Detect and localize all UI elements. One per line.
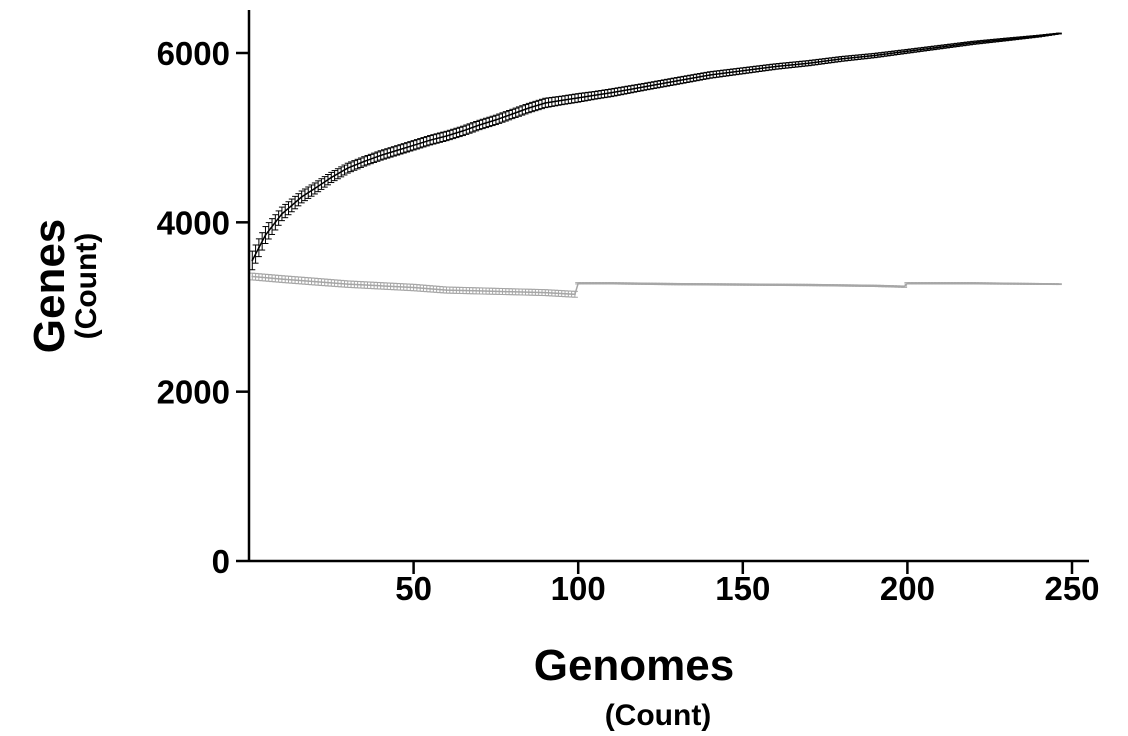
data-point [445, 135, 448, 137]
data-point [429, 139, 431, 142]
data-point [251, 275, 254, 278]
data-point [544, 291, 547, 294]
data-point [251, 259, 254, 262]
data-point [290, 204, 293, 207]
data-point [478, 290, 481, 292]
data-point [1057, 283, 1060, 286]
data-point [478, 124, 481, 126]
data-point [396, 149, 399, 152]
data-point [560, 99, 563, 102]
x-axis-title: Genomes [534, 641, 735, 690]
data-point [346, 167, 349, 170]
data-point [903, 285, 906, 288]
series-line [252, 275, 1059, 296]
y-tick-label: 4000 [157, 204, 230, 241]
data-point [445, 289, 448, 291]
series-1 [249, 272, 1062, 298]
data-point [363, 160, 366, 163]
data-point [313, 280, 316, 283]
data-point [708, 74, 711, 76]
data-point [511, 290, 514, 293]
data-point [313, 187, 316, 190]
data-point [593, 94, 596, 97]
data-point [610, 91, 613, 94]
x-tick-label: 200 [880, 570, 935, 607]
series-0 [249, 32, 1062, 271]
data-point [577, 96, 580, 99]
y-tick-label: 0 [212, 543, 230, 580]
data-point [873, 54, 876, 57]
data-point [741, 283, 744, 286]
x-tick-label: 250 [1044, 570, 1099, 607]
data-point [643, 85, 645, 88]
y-axis-title: Genes [25, 219, 74, 354]
x-tick-label: 100 [551, 570, 606, 607]
data-point [330, 176, 333, 179]
data-point [1005, 38, 1008, 41]
y-axis-unit: (Count) [70, 233, 103, 340]
series-line [251, 32, 1059, 261]
data-point [281, 212, 283, 215]
data-point [412, 286, 415, 289]
data-point [346, 283, 349, 286]
data-point [379, 284, 382, 287]
data-point [774, 65, 777, 68]
data-point [511, 113, 514, 115]
data-point [577, 282, 580, 285]
data-point [807, 284, 810, 286]
y-tick-label: 6000 [157, 35, 230, 72]
data-point [379, 154, 382, 157]
data-point [264, 234, 267, 236]
data-point [544, 102, 547, 104]
data-point [906, 50, 909, 53]
data-point [257, 246, 260, 249]
x-axis-unit: (Count) [605, 699, 712, 732]
data-point [610, 282, 613, 285]
data-point [300, 196, 303, 198]
data-point [274, 221, 277, 224]
data-point [495, 118, 497, 121]
data-point [972, 41, 975, 44]
data-point [906, 282, 909, 285]
data-point [939, 46, 942, 48]
data-point [840, 58, 843, 60]
x-tick-label: 50 [395, 570, 432, 607]
data-point [574, 293, 576, 296]
data-point [676, 80, 678, 82]
data-point [1057, 32, 1060, 35]
data-point [462, 129, 464, 132]
data-point [741, 69, 744, 72]
series-layer [249, 32, 1062, 298]
data-point [972, 282, 975, 285]
axes-layer [247, 10, 1089, 563]
data-point [807, 62, 810, 65]
ticks-layer: 0 2000 4000 6000 50 100 150 200 250 [157, 35, 1100, 607]
data-point [527, 107, 530, 109]
y-tick-label: 2000 [157, 374, 230, 411]
data-point [676, 283, 678, 286]
data-point [281, 278, 283, 280]
data-point [873, 284, 876, 287]
data-point [1038, 35, 1040, 37]
x-tick-label: 150 [715, 570, 770, 607]
data-point [412, 144, 415, 147]
